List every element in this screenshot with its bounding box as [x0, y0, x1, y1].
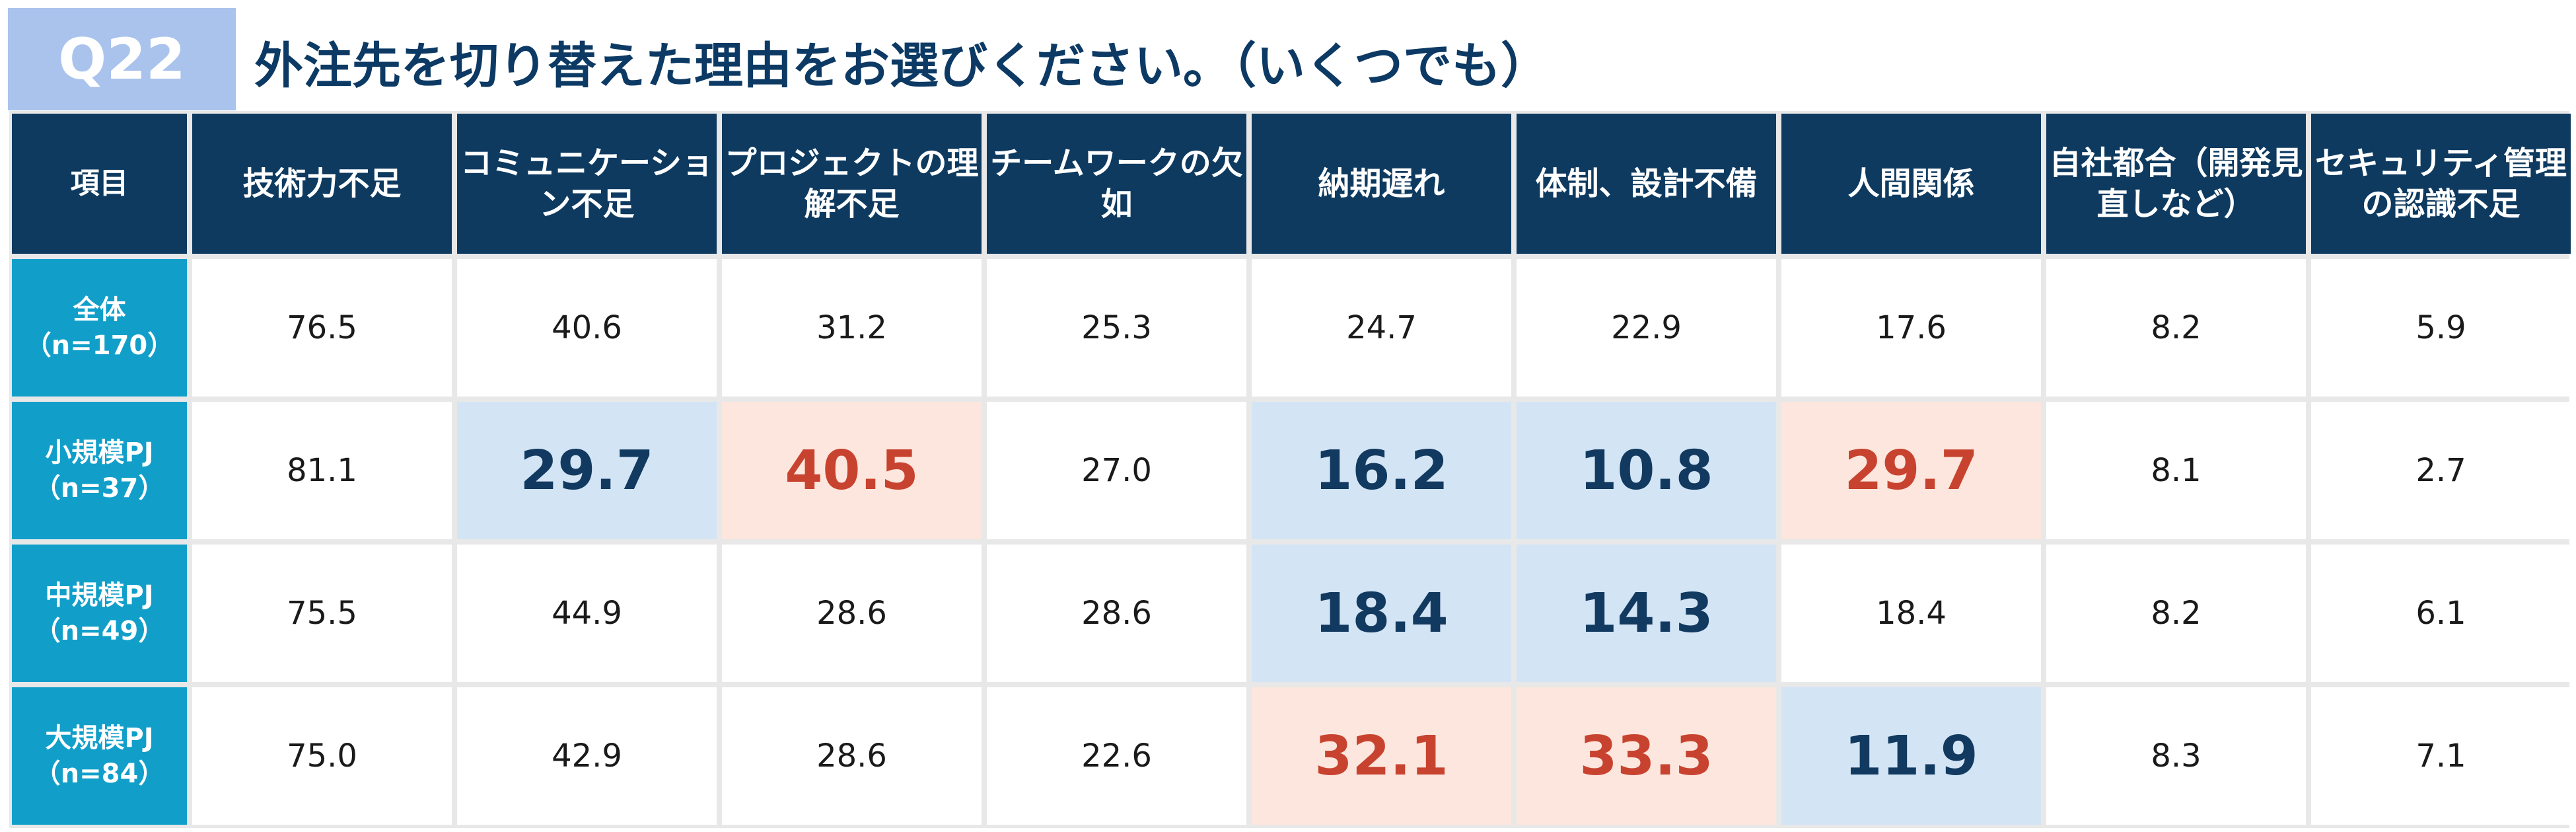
table-cell: 17.6	[1781, 259, 2041, 397]
table-cell: 7.1	[2311, 687, 2571, 825]
table-cell: 18.4	[1781, 545, 2041, 682]
table-cell: 75.0	[192, 687, 452, 825]
results-table: 項目 技術力不足 コミュニケーション不足 プロジェクトの理解不足 チームワークの欠如納…	[12, 114, 2571, 825]
column-header: 自社都合（開発見直しなど）	[2046, 114, 2306, 254]
table-cell: 8.2	[2046, 259, 2306, 397]
column-header: 人間関係	[1781, 114, 2041, 254]
table-cell: 2.7	[2311, 402, 2571, 539]
table-cell: 31.2	[722, 259, 982, 397]
table-cell: 8.3	[2046, 687, 2306, 825]
table-cell: 10.8	[1517, 402, 1776, 539]
table-cell: 27.0	[987, 402, 1246, 539]
table-cell: 8.1	[2046, 402, 2306, 539]
row-header: 小規模PJ （n=37）	[12, 402, 187, 539]
table-cell: 18.4	[1252, 545, 1511, 682]
table-cell: 29.7	[457, 402, 717, 539]
column-header: セキュリティ管理の認識不足	[2311, 114, 2571, 254]
column-header: チームワークの欠如	[987, 114, 1246, 254]
table-cell: 11.9	[1781, 687, 2041, 825]
table-cell: 22.6	[987, 687, 1246, 825]
question-badge: Q22	[8, 8, 236, 110]
column-header: 体制、設計不備	[1517, 114, 1776, 254]
table-cell: 42.9	[457, 687, 717, 825]
row-header: 中規模PJ （n=49）	[12, 545, 187, 682]
table-cell: 33.3	[1517, 687, 1776, 825]
corner-header: 項目	[12, 114, 187, 254]
table-cell: 22.9	[1517, 259, 1776, 397]
table-cell: 28.6	[722, 687, 982, 825]
table-cell: 76.5	[192, 259, 452, 397]
table-cell: 6.1	[2311, 545, 2571, 682]
row-header: 全体 （n=170）	[12, 259, 187, 397]
table-cell: 28.6	[987, 545, 1246, 682]
table-cell: 25.3	[987, 259, 1246, 397]
column-header: 納期遅れ	[1252, 114, 1511, 254]
table-cell: 40.5	[722, 402, 982, 539]
table-cell: 32.1	[1252, 687, 1511, 825]
table-cell: 8.2	[2046, 545, 2306, 682]
table-cell: 16.2	[1252, 402, 1511, 539]
table-cell: 81.1	[192, 402, 452, 539]
column-header: コミュニケーション不足	[457, 114, 717, 254]
table-cell: 44.9	[457, 545, 717, 682]
table-cell: 40.6	[457, 259, 717, 397]
table-cell: 75.5	[192, 545, 452, 682]
table-cell: 24.7	[1252, 259, 1511, 397]
question-title: 外注先を切り替えた理由をお選びください。（いくつでも）	[254, 37, 1550, 95]
table-cell: 28.6	[722, 545, 982, 682]
table-cell: 29.7	[1781, 402, 2041, 539]
table-cell: 5.9	[2311, 259, 2571, 397]
table-cell: 14.3	[1517, 545, 1776, 682]
row-header: 大規模PJ （n=84）	[12, 687, 187, 825]
column-header: プロジェクトの理解不足	[722, 114, 982, 254]
column-header: 技術力不足	[192, 114, 452, 254]
